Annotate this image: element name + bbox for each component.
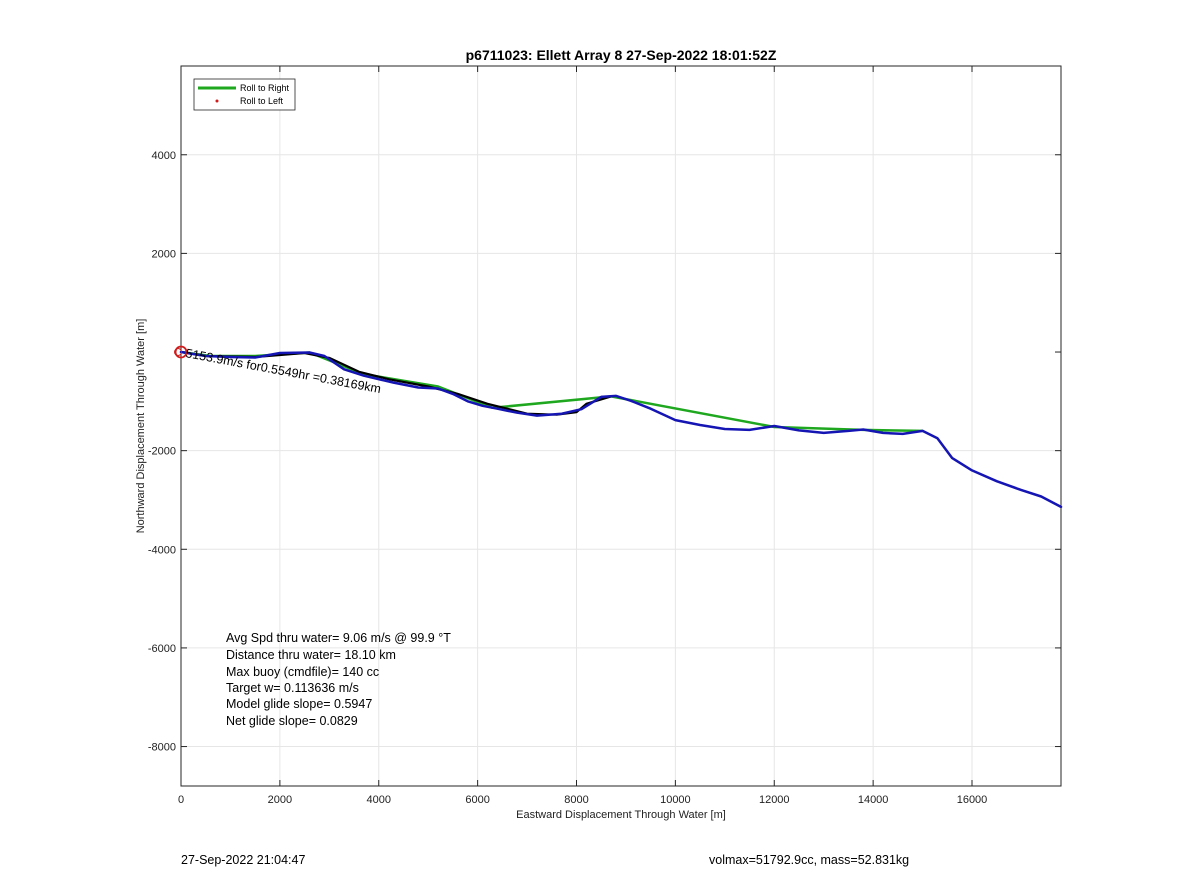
y-tick-label: -8000: [148, 742, 176, 754]
y-tick-label: -6000: [148, 643, 176, 655]
legend-swatch-roll-left: [215, 99, 219, 103]
start-marker-inner: [174, 348, 182, 357]
stats-block: Avg Spd thru water= 9.06 m/s @ 99.9 °T D…: [226, 631, 451, 728]
axis-ticks: 0 2000 4000 6000 8000 10000 12000 14000 16000 400…: [148, 66, 1061, 806]
x-tick-label: 10000: [660, 794, 691, 806]
x-tick-label: 0: [178, 794, 184, 806]
y-tick-label: -2000: [148, 446, 176, 458]
start-marker: [174, 345, 188, 359]
legend-box: [193, 78, 296, 111]
stat-distance: Distance thru water= 18.10 km: [226, 648, 396, 662]
x-tick-label: 16000: [957, 794, 988, 806]
y-axis-label: Northward Displacement Through Water [m]: [135, 319, 147, 534]
stat-avg-speed: Avg Spd thru water= 9.06 m/s @ 99.9 °T: [226, 631, 451, 645]
footer-timestamp: 27-Sep-2022 21:04:47: [181, 853, 305, 867]
stat-max-buoy: Max buoy (cmdfile)= 140 cc: [226, 665, 379, 679]
x-tick-label: 6000: [465, 794, 489, 806]
legend: Roll to Right Roll to Left: [193, 78, 296, 111]
stat-net-glide: Net glide slope= 0.0829: [226, 714, 358, 728]
footer-vol-mass: volmax=51792.9cc, mass=52.831kg: [709, 853, 909, 867]
grid-lines: [180, 66, 1061, 786]
chart-title: p6711023: Ellett Array 8 27-Sep-2022 18:…: [466, 47, 777, 63]
x-tick-label: 2000: [268, 794, 292, 806]
stat-model-glide: Model glide slope= 0.5947: [226, 697, 372, 711]
y-tick-label: 2000: [152, 248, 176, 260]
y-tick-label: 4000: [152, 150, 176, 162]
x-tick-label: 12000: [759, 794, 790, 806]
stat-target-w: Target w= 0.113636 m/s: [226, 681, 359, 695]
plot-frame: [180, 65, 1062, 787]
x-tick-label: 8000: [564, 794, 588, 806]
x-axis-label: Eastward Displacement Through Water [m]: [516, 809, 726, 821]
series-lines: [179, 350, 1063, 509]
legend-label-roll-left: Roll to Left: [240, 96, 284, 106]
x-tick-label: 4000: [367, 794, 391, 806]
y-tick-label: -4000: [148, 544, 176, 556]
series-line-2: [179, 350, 1063, 509]
markers: [174, 345, 188, 359]
x-tick-label: 14000: [858, 794, 889, 806]
legend-label-roll-right: Roll to Right: [240, 83, 290, 93]
